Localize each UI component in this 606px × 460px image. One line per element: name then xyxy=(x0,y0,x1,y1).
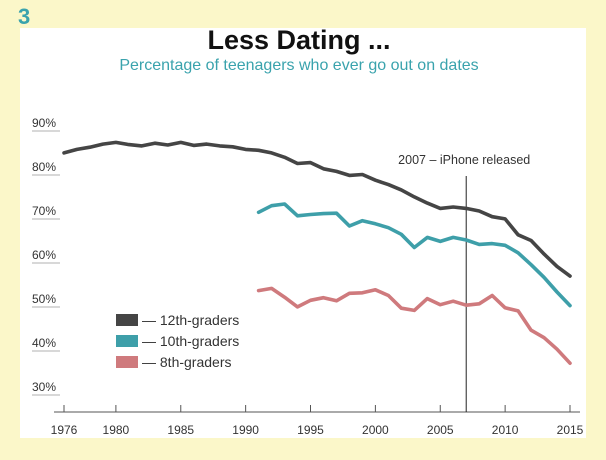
y-tick-label: 50% xyxy=(32,292,56,306)
x-tick-label: 2000 xyxy=(362,423,389,437)
y-tick-label: 30% xyxy=(32,380,56,394)
y-tick-label: 90% xyxy=(32,116,56,130)
x-tick-label: 1985 xyxy=(167,423,194,437)
y-tick-label: 70% xyxy=(32,204,56,218)
series-line-0 xyxy=(62,140,572,278)
series-line-2 xyxy=(256,286,572,366)
x-tick-label: 2015 xyxy=(557,423,584,437)
y-axis: 90% 80% 70% 60% 50% 40% 30% xyxy=(32,116,60,396)
series-line-1 xyxy=(256,202,572,308)
y-tick-label: 40% xyxy=(32,336,56,350)
legend-label-1: — 10th-graders xyxy=(142,333,239,349)
annotation-label: 2007 – iPhone released xyxy=(398,153,530,167)
chart-title: Less Dating ... xyxy=(207,28,390,55)
x-tick-label: 2010 xyxy=(492,423,519,437)
chart-subtitle: Percentage of teenagers who ever go out … xyxy=(119,57,478,74)
x-tick-label: 1976 xyxy=(51,423,78,437)
legend-label-2: — 8th-graders xyxy=(142,354,231,370)
x-tick-label: 2005 xyxy=(427,423,454,437)
legend-swatch-0 xyxy=(116,314,138,326)
legend-label-0: — 12th-graders xyxy=(142,312,239,328)
line-chart: Less Dating ... Percentage of teenagers … xyxy=(32,28,584,437)
x-axis: 1976 1980 1985 1990 1995 2000 2005 2010 2015 xyxy=(51,405,584,437)
x-tick-label: 1995 xyxy=(297,423,324,437)
y-tick-label: 60% xyxy=(32,248,56,262)
legend: — 12th-graders — 10th-graders — 8th-grader… xyxy=(116,312,239,370)
iphone-annotation: 2007 – iPhone released xyxy=(398,153,530,412)
y-tick-label: 80% xyxy=(32,160,56,174)
panel-number: 3 xyxy=(18,4,31,29)
legend-swatch-2 xyxy=(116,356,138,368)
series-layer xyxy=(62,140,572,366)
chart-card: Less Dating ... Percentage of teenagers … xyxy=(20,28,586,438)
x-tick-label: 1980 xyxy=(103,423,130,437)
legend-swatch-1 xyxy=(116,335,138,347)
x-tick-label: 1990 xyxy=(232,423,259,437)
